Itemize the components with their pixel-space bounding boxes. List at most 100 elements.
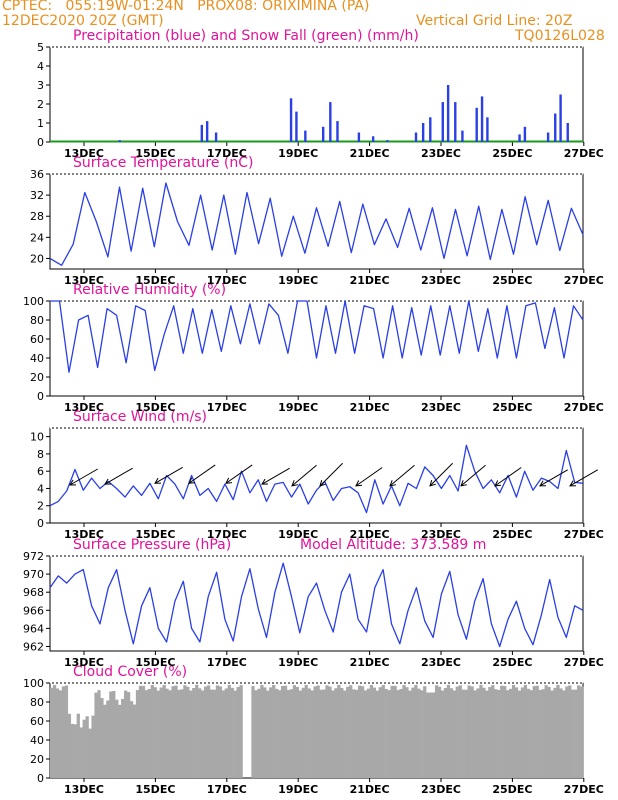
cloud-bar-161 (526, 688, 530, 778)
cloud-bar-46 (186, 686, 190, 778)
wind-arrow-13 (539, 469, 568, 487)
cloud-bar-135 (449, 688, 454, 778)
xtick-label-0-4: 21DEC (350, 147, 390, 160)
cloud-bar-72 (263, 687, 267, 778)
cloud-bar-131 (437, 686, 442, 778)
wind-arrow-head-14 (569, 480, 577, 487)
cloud-bar-129 (431, 692, 436, 778)
cloud-bar-77 (278, 690, 282, 778)
ytick-label-1-0: 20 (30, 252, 44, 265)
cloud-bar-81 (289, 689, 294, 778)
precip-bar-6 (304, 130, 307, 142)
cloud-bar-87 (307, 688, 311, 778)
cloud-bar-75 (272, 684, 276, 778)
precip-bar-25 (546, 132, 550, 142)
wind-arrow-shaft-3 (188, 464, 216, 484)
wind-arrow-shaft-9 (389, 464, 415, 487)
xtick-label-2-0: 13DEC (64, 401, 104, 414)
wind-arrow-shaft-14 (569, 469, 598, 487)
ytick-label-2-1: 20 (30, 371, 44, 384)
xtick-label-3-3: 19DEC (278, 528, 318, 541)
wind-arrow-shaft-11 (460, 464, 486, 487)
cloud-bar-92 (322, 689, 326, 778)
precip-bar-1 (200, 124, 204, 142)
wind-title: Surface Wind (m/s) (73, 409, 207, 425)
cloud-bar-132 (440, 690, 445, 778)
cloud-bar-9 (76, 713, 80, 778)
cloud-bar-94 (328, 686, 332, 778)
xtick-label-4-1: 15DEC (135, 656, 175, 669)
ytick-label-2-5: 100 (23, 295, 44, 308)
ytick-label-4-2: 966 (23, 604, 44, 617)
wind-arrow-head-7 (319, 479, 326, 487)
xtick-label-4-4: 21DEC (350, 656, 390, 669)
cloud-bar-26 (126, 692, 131, 778)
ytick-label-2-3: 60 (30, 333, 44, 346)
header-code: TQ0126L028 (515, 28, 605, 44)
xtick-label-5-3: 19DEC (278, 783, 318, 796)
cloud-bar-104 (357, 685, 362, 778)
precip-bar-26 (554, 113, 557, 142)
ytick-label-3-5: 10 (30, 431, 44, 444)
wind-arrow-2 (154, 466, 183, 484)
wind-arrow-11 (460, 464, 486, 487)
cloud-bar-91 (319, 689, 323, 778)
cloud-bar-83 (295, 686, 300, 778)
wind-arrow-head-10 (429, 479, 436, 487)
ytick-label-4-0: 962 (23, 640, 44, 653)
wind-arrow-shaft-6 (291, 464, 317, 487)
xtick-label-2-4: 21DEC (350, 401, 390, 414)
cloud-bar-167 (544, 685, 548, 778)
precip-bar-18 (454, 102, 457, 142)
cloud-bar-179 (580, 686, 584, 778)
precip-bar-12 (386, 140, 389, 142)
wind-arrow-head-13 (539, 480, 547, 487)
cloud-bar-45 (183, 685, 187, 778)
cloud-bar-149 (491, 685, 495, 778)
xtick-label-3-4: 21DEC (350, 528, 390, 541)
cloud-bar-153 (503, 686, 507, 778)
cloud-bar-152 (500, 685, 504, 778)
cloud-bar-122 (411, 687, 415, 778)
cloud-bar-76 (275, 688, 279, 778)
cloud-bar-107 (366, 688, 371, 778)
ytick-label-3-0: 0 (37, 517, 44, 530)
cloud-bar-164 (535, 685, 539, 778)
xtick-label-4-3: 19DEC (278, 656, 318, 669)
cloud-bar-61 (230, 687, 234, 778)
cloud-bar-86 (304, 684, 308, 778)
cloud-bar-113 (384, 689, 388, 778)
cloud-bar-33 (147, 688, 151, 778)
precip-bar-19 (461, 130, 464, 142)
xtick-label-2-2: 17DEC (207, 401, 247, 414)
cloud-bar-165 (538, 689, 542, 778)
cloud-bar-141 (467, 685, 471, 778)
cloud-bar-80 (286, 690, 291, 778)
cloud-bar-4 (61, 686, 66, 778)
cloud-bar-57 (218, 686, 223, 778)
cloud-bar-155 (508, 688, 513, 778)
cloud-bar-176 (571, 689, 575, 778)
precip-bar-23 (518, 134, 521, 142)
cloud-bar-15 (94, 692, 98, 778)
cloud-bar-29 (135, 690, 140, 778)
wind-arrow-12 (494, 467, 522, 487)
cloud-bar-47 (189, 690, 193, 778)
cloud-bar-34 (150, 685, 154, 778)
cloud-bar-147 (485, 690, 489, 778)
cloud-bar-71 (260, 684, 264, 778)
cloud-bar-157 (514, 687, 519, 778)
xtick-label-4-0: 13DEC (64, 656, 104, 669)
ytick-label-1-3: 32 (30, 189, 44, 202)
wind-arrow-shaft-8 (355, 467, 383, 487)
ytick-label-4-3: 968 (23, 586, 44, 599)
cloud-bar-173 (562, 690, 566, 778)
pressure-title: Surface Pressure (hPa) (73, 537, 232, 553)
cloud-bar-55 (212, 689, 217, 778)
precip-bar-17 (446, 85, 450, 142)
wind-arrow-10 (429, 462, 453, 487)
cloud-bar-120 (405, 687, 409, 778)
precip-bar-27 (559, 94, 562, 142)
cloud-bar-49 (195, 684, 199, 778)
